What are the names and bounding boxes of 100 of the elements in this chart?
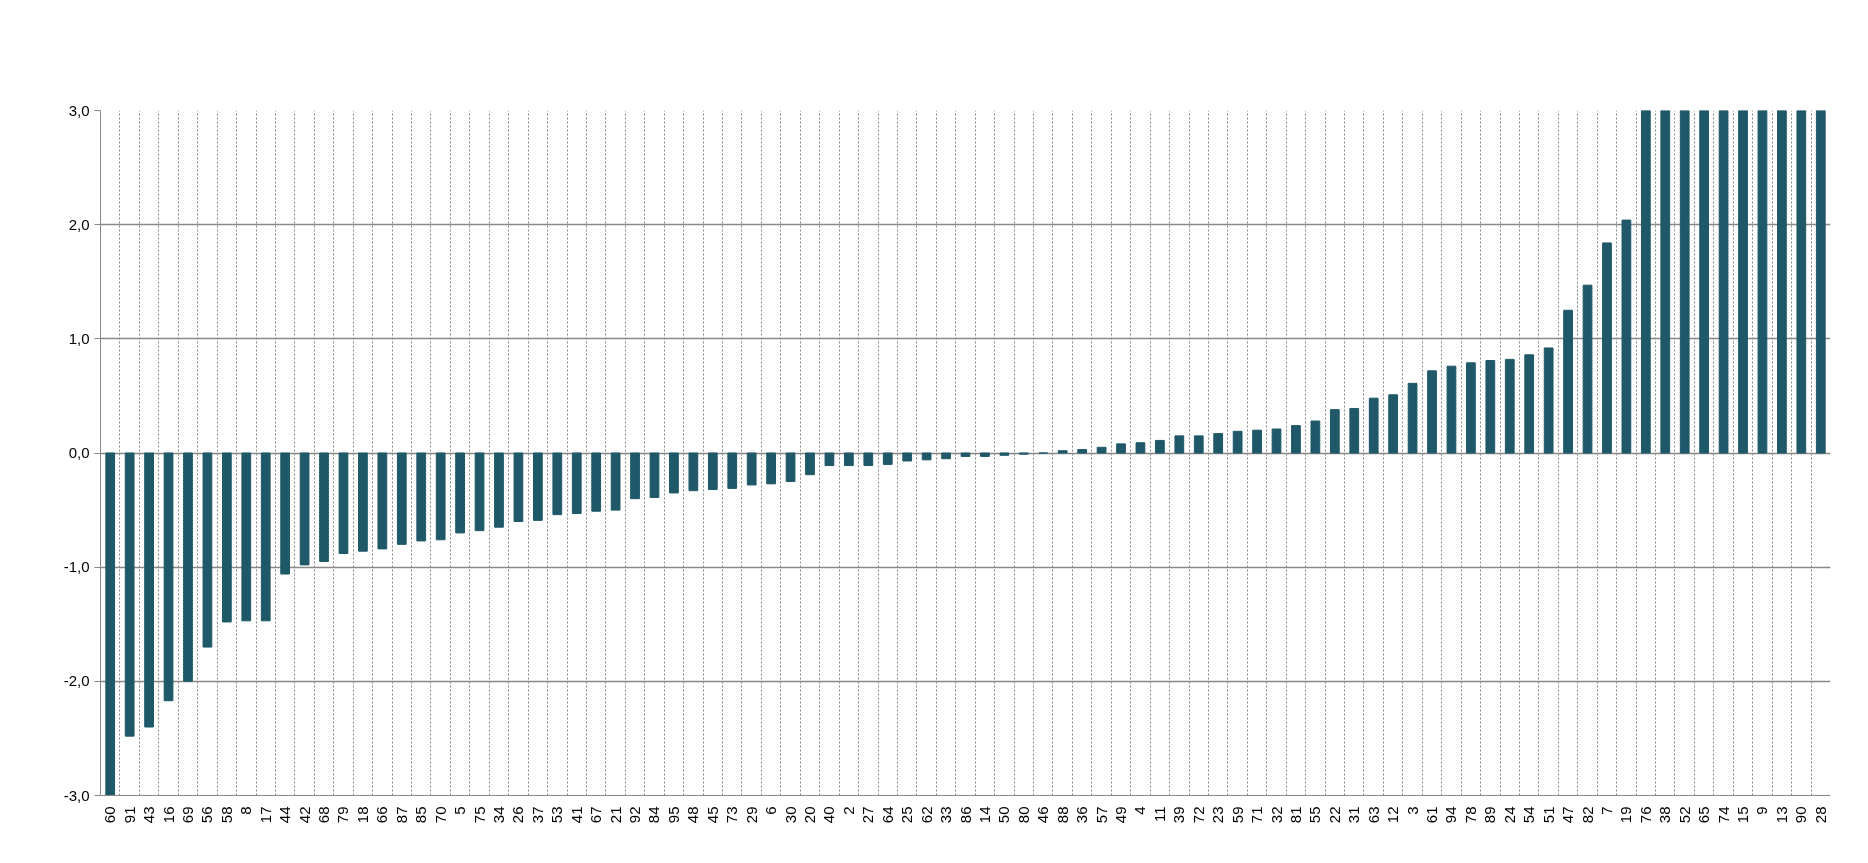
bar xyxy=(1329,409,1340,454)
x-tick-label: 81 xyxy=(1286,806,1304,824)
bar xyxy=(1427,370,1437,454)
x-tick-label: 39 xyxy=(1170,806,1188,824)
x-tick-label: 44 xyxy=(276,806,294,824)
bar xyxy=(163,452,174,702)
x-tick-label: 36 xyxy=(1073,806,1091,824)
bar xyxy=(1718,110,1729,454)
x-tick-label: 72 xyxy=(1189,806,1207,824)
bar xyxy=(474,452,485,532)
x-tick-label: 80 xyxy=(1014,806,1032,824)
y-tick-label: -1,0 xyxy=(63,558,90,576)
x-tick-label: 78 xyxy=(1461,806,1479,824)
bar xyxy=(338,452,349,554)
y-tick-label: 2,0 xyxy=(68,215,90,233)
x-tick-label: 3 xyxy=(1403,806,1421,815)
x-tick-label: 13 xyxy=(1772,806,1790,824)
x-tick-label: 27 xyxy=(859,806,877,824)
bar xyxy=(1388,394,1399,454)
x-tick-label: 42 xyxy=(295,806,313,824)
x-tick-label: 56 xyxy=(198,806,216,824)
bar xyxy=(1466,362,1476,454)
x-tick-label: 73 xyxy=(723,806,741,824)
x-tick-label: 63 xyxy=(1364,806,1382,824)
bar xyxy=(377,452,388,550)
x-tick-label: 38 xyxy=(1656,806,1674,824)
bar xyxy=(571,452,582,515)
y-tick-label: -3,0 xyxy=(63,786,90,804)
bar xyxy=(494,452,504,528)
x-tick-label: 32 xyxy=(1267,806,1285,824)
x-tick-label: 23 xyxy=(1209,806,1227,824)
bar xyxy=(552,452,563,516)
bar xyxy=(785,452,796,483)
y-tick-label: 3,0 xyxy=(68,101,90,119)
x-tick-label: 41 xyxy=(567,806,585,824)
bar xyxy=(124,452,135,737)
bar xyxy=(105,452,116,796)
x-tick-label: 5 xyxy=(451,806,469,815)
x-tick-label: 62 xyxy=(917,806,935,824)
x-tick-label: 30 xyxy=(781,806,799,824)
bar xyxy=(435,452,446,541)
bar xyxy=(532,452,543,521)
bar xyxy=(1640,110,1651,454)
bar xyxy=(610,452,621,511)
x-tick-label: 86 xyxy=(956,806,974,824)
bar xyxy=(766,452,776,485)
x-tick-label: 53 xyxy=(548,806,566,824)
bar xyxy=(260,452,271,622)
x-tick-label: 61 xyxy=(1423,806,1441,824)
bar xyxy=(746,452,757,486)
x-tick-label: 24 xyxy=(1500,806,1518,824)
x-tick-label: 91 xyxy=(120,806,138,824)
x-tick-label: 37 xyxy=(528,806,546,824)
x-tick-label: 54 xyxy=(1520,806,1538,824)
x-tick-label: 6 xyxy=(762,806,780,815)
bar xyxy=(416,452,427,542)
x-tick-label: 40 xyxy=(820,806,838,824)
x-tick-label: 29 xyxy=(742,806,760,824)
bar xyxy=(221,452,232,623)
x-tick-label: 21 xyxy=(606,806,624,824)
x-tick-label: 59 xyxy=(1228,806,1246,824)
bar xyxy=(1407,382,1418,454)
x-tick-label: 11 xyxy=(1150,806,1168,823)
x-tick-label: 58 xyxy=(217,806,235,824)
x-tick-label: 55 xyxy=(1306,806,1324,824)
bar xyxy=(358,452,368,552)
x-tick-label: 57 xyxy=(1092,806,1110,824)
x-tick-label: 74 xyxy=(1714,806,1732,824)
x-tick-label: 31 xyxy=(1345,806,1363,824)
bar xyxy=(1116,443,1126,454)
bar xyxy=(844,452,854,467)
x-tick-label: 65 xyxy=(1695,806,1713,824)
x-tick-label: 67 xyxy=(587,806,605,824)
x-tick-label: 70 xyxy=(431,806,449,824)
x-tick-label: 19 xyxy=(1617,806,1635,824)
bar xyxy=(1193,435,1204,454)
bar xyxy=(688,452,699,492)
bar xyxy=(1699,110,1710,454)
bar xyxy=(319,452,329,562)
x-tick-label: 4 xyxy=(1131,806,1149,815)
bar xyxy=(1485,360,1496,454)
x-tick-label: 26 xyxy=(509,806,527,824)
x-tick-label: 48 xyxy=(684,806,702,824)
bar xyxy=(591,452,602,512)
bar xyxy=(1757,110,1768,454)
bar xyxy=(1368,397,1379,454)
bar xyxy=(669,452,679,494)
x-tick-label: 76 xyxy=(1636,806,1654,824)
x-tick-label: 71 xyxy=(1248,806,1266,824)
bar xyxy=(1543,347,1554,454)
bar xyxy=(980,452,990,457)
bar xyxy=(649,452,660,499)
bar xyxy=(1738,110,1748,454)
bar xyxy=(1621,219,1632,454)
bar xyxy=(1213,433,1224,454)
bar xyxy=(1524,354,1535,454)
bar xyxy=(183,452,193,682)
x-tick-label: 66 xyxy=(373,806,391,824)
x-tick-label: 8 xyxy=(237,806,255,815)
bar xyxy=(1777,110,1787,454)
